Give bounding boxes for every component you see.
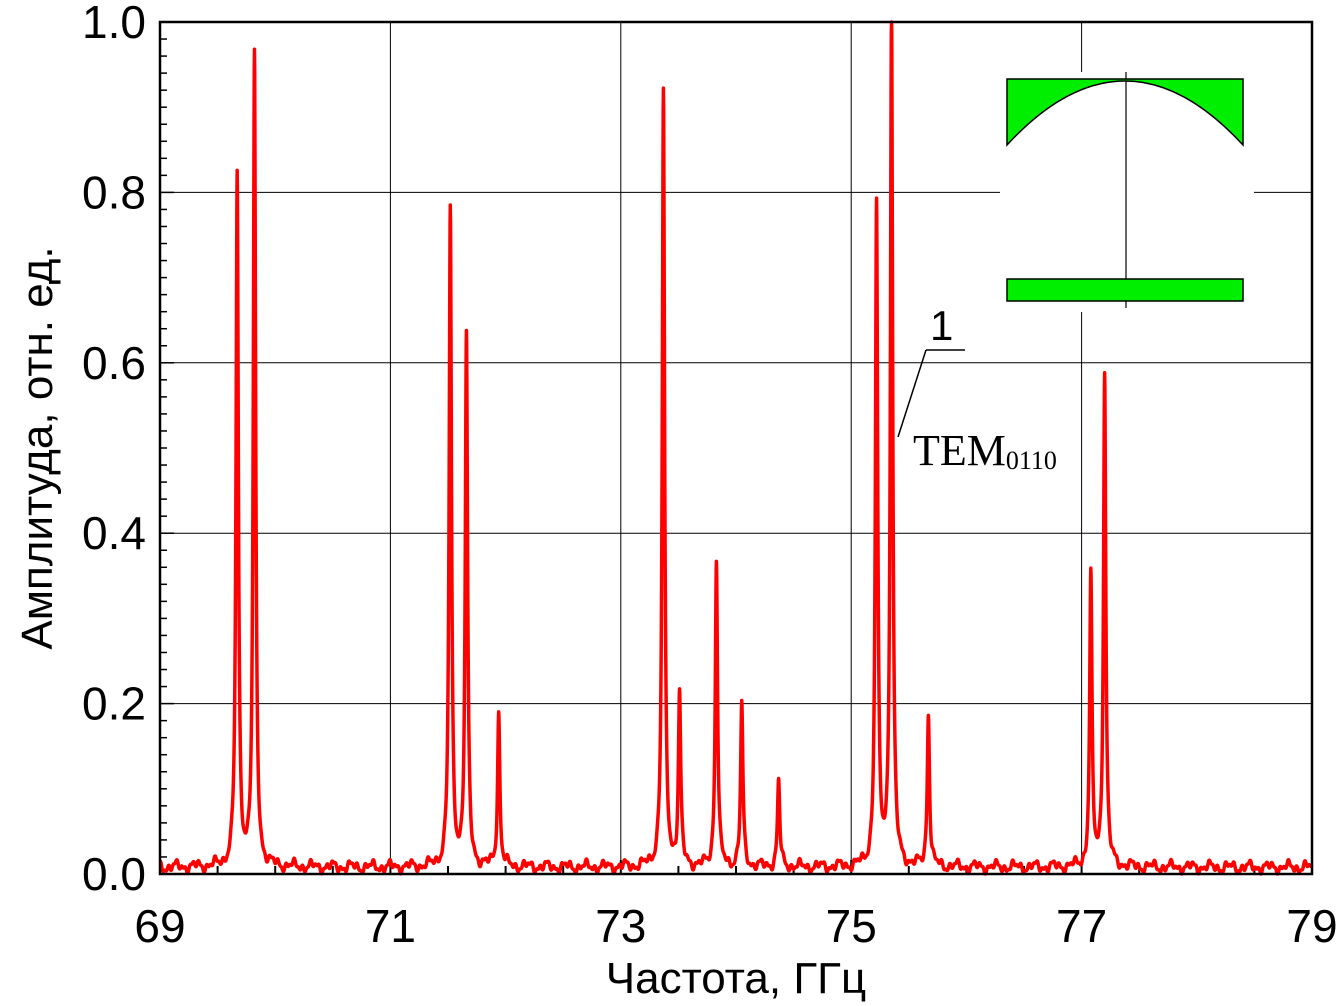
plot-frame bbox=[158, 20, 1314, 876]
resonator-inset bbox=[1000, 72, 1254, 312]
y-tick-label: 1.0 bbox=[82, 0, 146, 48]
series-line-1 bbox=[158, 20, 1314, 876]
x-tick-label: 75 bbox=[826, 900, 877, 952]
x-tick-label: 77 bbox=[1056, 900, 1107, 952]
mode-label-main: TEM bbox=[913, 426, 1006, 475]
mode-label: TEM0110 bbox=[913, 426, 1057, 475]
x-tick-label: 69 bbox=[134, 900, 185, 952]
y-axis-ticks: 0.0 0.2 0.4 0.6 0.8 1.0 bbox=[82, 0, 146, 900]
x-tick-label: 71 bbox=[365, 900, 416, 952]
y-tick-label: 0.6 bbox=[82, 337, 146, 389]
x-axis-ticks: 69 71 73 75 77 79 bbox=[134, 900, 1337, 952]
x-tick-label: 79 bbox=[1286, 900, 1337, 952]
mode-label-subscript: 0110 bbox=[1006, 446, 1057, 475]
x-tick-label: 73 bbox=[595, 900, 646, 952]
x-axis-label: Частота, ГГц bbox=[606, 954, 866, 1003]
curve-label: 1 bbox=[930, 302, 953, 349]
y-axis-label: Амплитуда, отн. ед. bbox=[13, 246, 62, 649]
y-tick-label: 0.8 bbox=[82, 166, 146, 218]
curve-leader-line bbox=[897, 349, 927, 438]
y-tick-label: 0.2 bbox=[82, 678, 146, 730]
y-tick-label: 0.0 bbox=[82, 848, 146, 900]
concave-mirror bbox=[1006, 78, 1244, 147]
flat-mirror bbox=[1006, 278, 1244, 302]
y-tick-label: 0.4 bbox=[82, 507, 146, 559]
